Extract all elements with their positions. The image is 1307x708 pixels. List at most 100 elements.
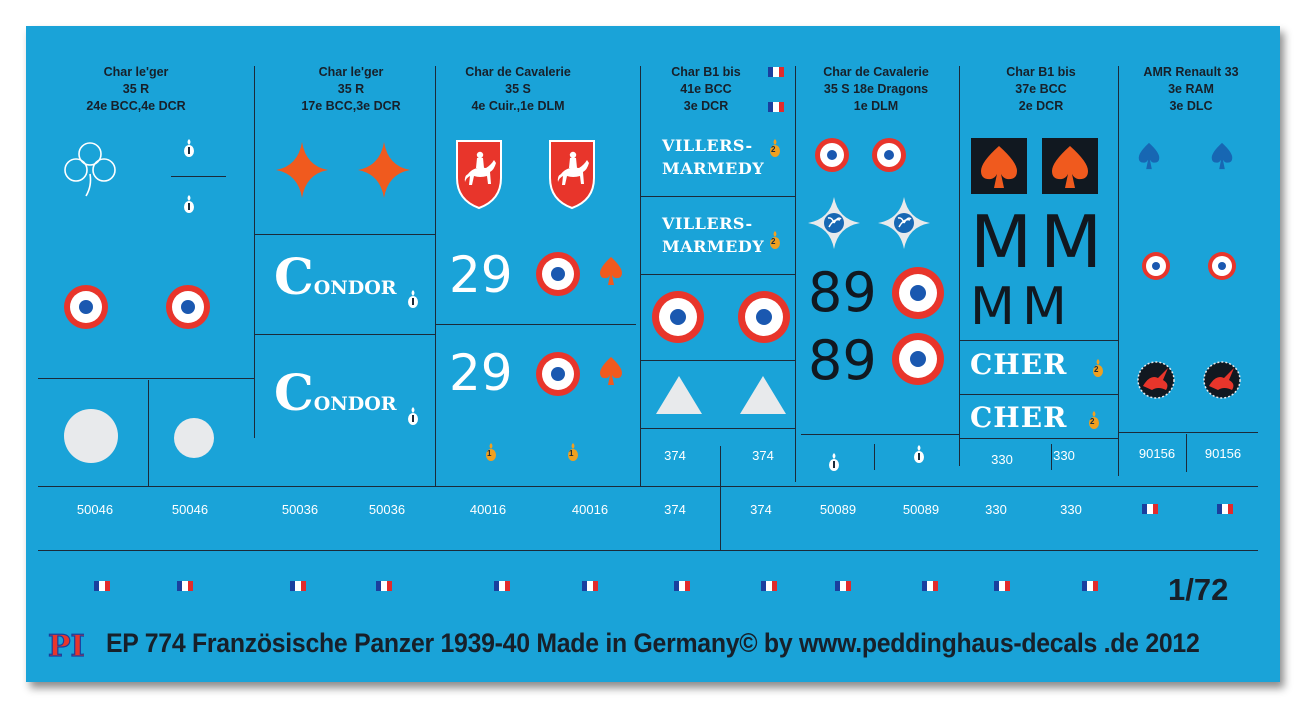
clover-icon xyxy=(64,142,116,197)
divider xyxy=(641,274,795,275)
divider xyxy=(38,550,1258,551)
orange-spade-on-black-icon xyxy=(1042,138,1098,194)
name-line: VILLERS- xyxy=(662,136,753,155)
roundel-icon xyxy=(652,291,704,343)
number-374: 374 xyxy=(752,448,774,463)
header-line: 3e DLC xyxy=(1169,99,1213,113)
tactical-number-89: 89 xyxy=(808,261,877,324)
divider xyxy=(641,360,795,361)
french-flag-icon xyxy=(768,67,784,77)
condor-rest: ONDOR xyxy=(313,277,397,299)
grenade-emblem-icon xyxy=(408,407,418,425)
orange-spade-on-black-icon xyxy=(971,138,1027,194)
name-line: MARMEDY xyxy=(662,237,765,256)
french-flag-icon xyxy=(94,581,110,591)
grenade-emblem-icon xyxy=(408,290,418,308)
header-line: Char B1 bis xyxy=(1006,65,1076,79)
serial-number: 50046 xyxy=(76,502,114,517)
divider xyxy=(1186,434,1187,472)
emblem-number: 2 xyxy=(771,237,776,246)
roundel-icon xyxy=(536,352,580,396)
serial-number: 374 xyxy=(750,502,772,517)
divider xyxy=(959,340,1118,341)
letter-m-large: M xyxy=(970,200,1033,284)
header-line: 41e BCC xyxy=(680,82,732,96)
horse-rider-shield-icon xyxy=(456,140,502,210)
divider xyxy=(436,324,636,325)
header-c3: Char de Cavalerie 35 S 4e Cuir.,1e DLM xyxy=(438,64,598,115)
orange-grenade-emblem-icon xyxy=(770,139,780,157)
header-line: 35 R xyxy=(122,82,150,96)
orange-grenade-emblem-icon xyxy=(1093,359,1103,377)
number-330: 330 xyxy=(1053,448,1075,463)
number-330: 330 xyxy=(991,452,1013,467)
french-flag-icon xyxy=(177,581,193,591)
french-flag-icon xyxy=(761,581,777,591)
emblem-number: 2 xyxy=(771,145,776,154)
emblem-number: 2 xyxy=(1090,417,1095,426)
divider xyxy=(171,176,226,177)
letter-m-small: M xyxy=(1022,277,1067,337)
emblem-number: 1 xyxy=(487,449,492,458)
header-line: 35 S xyxy=(505,82,531,96)
header-line: Char de Cavalerie xyxy=(823,65,929,79)
french-flag-icon xyxy=(835,581,851,591)
french-flag-icon xyxy=(494,581,510,591)
orange-spade-icon xyxy=(600,257,622,285)
condor-text: CONDOR xyxy=(274,252,397,302)
roundel-icon xyxy=(166,285,210,329)
divider xyxy=(38,378,254,379)
blue-spade-icon xyxy=(1138,142,1160,170)
french-flag-icon xyxy=(376,581,392,591)
serial-number: 50089 xyxy=(819,502,857,517)
french-flag-icon xyxy=(768,102,784,112)
divider xyxy=(254,66,255,438)
divider xyxy=(1118,432,1258,433)
orange-grenade-emblem-icon xyxy=(1089,411,1099,429)
header-line: Char le'ger xyxy=(103,65,169,79)
letter-m-small: M xyxy=(970,277,1015,337)
condor-text: CONDOR xyxy=(274,368,397,418)
header-c2: Char le'ger 35 R 17e BCC,3e DCR xyxy=(286,64,416,115)
white-triangle-icon xyxy=(740,376,786,414)
tactical-number-29: 29 xyxy=(449,246,513,304)
decal-sheet: Char le'ger 35 R 24e BCC,4e DCR Char le'… xyxy=(26,26,1280,682)
number-374: 374 xyxy=(664,448,686,463)
emblem-number: 1 xyxy=(569,449,574,458)
cher-name: CHER xyxy=(970,401,1068,434)
french-flag-icon xyxy=(1142,504,1158,514)
header-line: 3e DCR xyxy=(683,99,729,113)
header-c6: Char B1 bis 37e BCC 2e DCR xyxy=(981,64,1101,115)
divider xyxy=(795,66,796,482)
french-flag-icon xyxy=(1217,504,1233,514)
divider xyxy=(641,196,795,197)
orange-grenade-emblem-icon xyxy=(770,231,780,249)
blue-spade-icon xyxy=(1211,142,1233,170)
divider xyxy=(640,66,641,486)
serial-number: 40016 xyxy=(469,502,507,517)
header-line: Char B1 bis xyxy=(671,65,741,79)
tactical-number-89: 89 xyxy=(808,329,877,392)
serial-number: 50036 xyxy=(281,502,319,517)
header-line: 35 R xyxy=(337,82,365,96)
footer-text: EP 774 Französische Panzer 1939-40 Made … xyxy=(106,628,1200,658)
dragon-emblem-icon xyxy=(1137,361,1175,399)
header-c7: AMR Renault 33 3e RAM 3e DLC xyxy=(1126,64,1256,115)
header-line: 37e BCC xyxy=(1015,82,1067,96)
villers-marmedy-name: VILLERS- MARMEDY xyxy=(662,134,764,180)
header-c5: Char de Cavalerie 35 S 18e Dragons 1e DL… xyxy=(801,64,951,115)
grenade-emblem-icon xyxy=(914,445,924,463)
header-line: 2e DCR xyxy=(1018,99,1064,113)
divider xyxy=(1118,66,1119,476)
number-90156: 90156 xyxy=(1204,446,1242,461)
divider xyxy=(959,394,1118,395)
orange-grenade-emblem-icon xyxy=(486,443,496,461)
villers-marmedy-name: VILLERS- MARMEDY xyxy=(662,212,764,258)
tactical-number-29: 29 xyxy=(449,344,513,402)
serial-number: 40016 xyxy=(571,502,609,517)
french-flag-icon xyxy=(1082,581,1098,591)
serial-number: 374 xyxy=(664,502,686,517)
condor-initial: C xyxy=(274,247,314,306)
orange-diamond-icon xyxy=(358,142,410,198)
divider xyxy=(435,66,436,486)
